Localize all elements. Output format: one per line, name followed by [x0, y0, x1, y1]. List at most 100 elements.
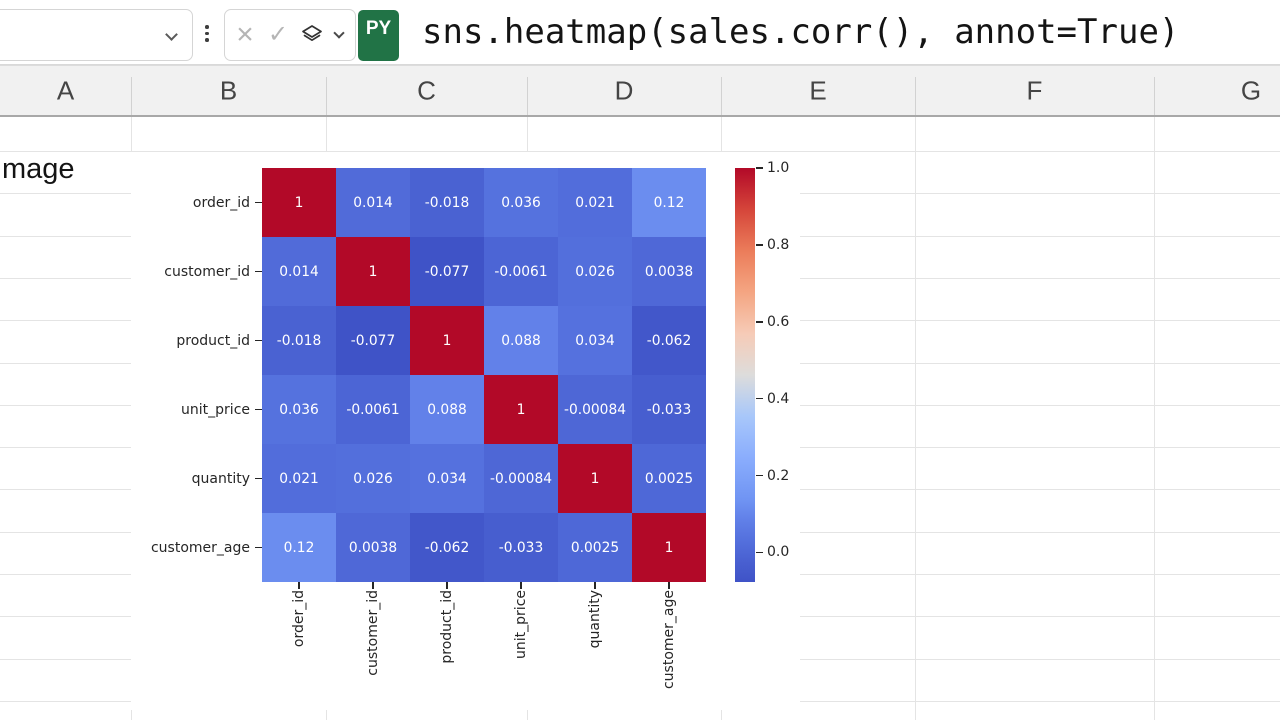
colorbar-tick-mark — [756, 321, 763, 323]
x-tick-mark — [520, 582, 522, 589]
x-tick-label: product_id — [439, 590, 455, 664]
y-tick-label: customer_id — [164, 263, 250, 280]
layers-icon[interactable] — [300, 23, 324, 47]
colorbar-tick-label: 0.0 — [767, 544, 790, 561]
column-header-separator — [326, 77, 327, 115]
heatmap-cell: -0.033 — [484, 513, 558, 582]
x-tick-mark — [594, 582, 596, 589]
column-header-separator — [131, 77, 132, 115]
heatmap-cell: -0.00084 — [558, 375, 632, 444]
heatmap-cell: 0.12 — [262, 513, 336, 582]
x-tick-label: order_id — [291, 590, 307, 648]
heatmap-cell: 1 — [410, 306, 484, 375]
colorbar-tick-mark — [756, 397, 763, 400]
y-tick-label: product_id — [176, 332, 250, 349]
confirm-button[interactable]: ✓ — [267, 21, 289, 48]
cancel-button[interactable]: × — [236, 18, 254, 51]
column-header-d[interactable]: D — [614, 75, 634, 105]
heatmap-cell: 0.088 — [484, 306, 558, 375]
heatmap-cell: 0.0025 — [632, 444, 706, 513]
name-box[interactable] — [0, 9, 193, 61]
column-header-b[interactable]: B — [219, 75, 238, 105]
heatmap-figure-image[interactable]: 1 0.014 -0.018 0.036 0.021 0.12 0.014 1 -0.077 -0… — [131, 152, 800, 710]
heatmap-cell: 0.036 — [484, 168, 558, 237]
heatmap-cell: 1 — [632, 513, 706, 582]
formula-input[interactable]: sns.heatmap(sales.corr(), annot=True) — [422, 12, 1180, 52]
colorbar — [735, 168, 755, 582]
column-header-c[interactable]: C — [417, 75, 436, 105]
heatmap-cell: -0.0061 — [336, 375, 410, 444]
column-header-separator — [1154, 77, 1155, 115]
chevron-down-icon[interactable] — [333, 27, 345, 39]
heatmap-cell: 0.034 — [410, 444, 484, 513]
y-tick-label: customer_age — [150, 539, 250, 556]
heatmap-cell: 0.0038 — [336, 513, 410, 582]
heatmap-cell: 0.088 — [410, 375, 484, 444]
y-tick-label: unit_price — [181, 401, 250, 418]
heatmap-cell: -0.033 — [632, 375, 706, 444]
x-tick-label: quantity — [587, 590, 603, 649]
heatmap-cell: -0.062 — [632, 306, 706, 375]
formula-button-group: × ✓ — [224, 9, 356, 61]
python-badge: PY — [358, 10, 399, 61]
heatmap-cell: -0.018 — [410, 168, 484, 237]
y-tick-mark — [255, 546, 262, 549]
x-tick-label: unit_price — [513, 590, 529, 659]
heatmap-cell: 0.0025 — [558, 513, 632, 582]
x-tick-mark — [446, 582, 448, 589]
colorbar-tick-mark — [756, 244, 763, 246]
heatmap-cell: -0.062 — [410, 513, 484, 582]
heatmap-cell: 0.014 — [336, 168, 410, 237]
grid-hline — [0, 151, 1280, 152]
heatmap-cell: 1 — [262, 168, 336, 237]
heatmap-cell: -0.0061 — [484, 237, 558, 306]
heatmap-cell: 0.0038 — [632, 237, 706, 306]
x-tick-label: customer_id — [365, 590, 381, 676]
y-tick-mark — [255, 201, 262, 204]
heatmap-cell: -0.00084 — [484, 444, 558, 513]
column-headers: A B C D E F G — [0, 65, 1280, 117]
y-tick-label: quantity — [191, 470, 250, 487]
heatmap-cell: -0.077 — [410, 237, 484, 306]
x-tick-label: customer_age — [661, 590, 677, 690]
column-header-f[interactable]: F — [1026, 75, 1043, 105]
heatmap-cell: 0.12 — [632, 168, 706, 237]
heatmap-cell: 1 — [558, 444, 632, 513]
heatmap-cell: 0.036 — [262, 375, 336, 444]
colorbar-tick-label: 0.6 — [767, 313, 790, 330]
column-header-separator — [915, 77, 916, 115]
y-tick-mark — [255, 270, 262, 273]
formula-bar: × ✓ PY sns.heatmap(sales.corr(), annot=T… — [0, 0, 1280, 65]
column-header-a[interactable]: A — [56, 75, 75, 105]
colorbar-tick-label: 0.4 — [767, 390, 790, 407]
chevron-down-icon[interactable] — [165, 28, 178, 41]
heatmap-cell: 0.026 — [558, 237, 632, 306]
heatmap-cell: 0.021 — [558, 168, 632, 237]
heatmap-cell: 0.021 — [262, 444, 336, 513]
colorbar-tick-mark — [756, 551, 763, 554]
heatmap-cell: 1 — [484, 375, 558, 444]
column-header-separator — [527, 77, 528, 115]
sheet-grid[interactable]: mage 1 0.014 -0.018 0.036 0.021 0.12 0.014 1 -0.0… — [0, 117, 1280, 720]
cell-text-image: mage — [2, 153, 75, 185]
colorbar-tick-label: 0.8 — [767, 236, 790, 253]
heatmap-cell: 0.034 — [558, 306, 632, 375]
x-tick-mark — [668, 582, 670, 589]
grid-vline — [1154, 117, 1155, 720]
colorbar-tick-label: 1.0 — [767, 160, 790, 176]
heatmap-cell: -0.018 — [262, 306, 336, 375]
colorbar-tick-mark — [756, 167, 763, 169]
heatmap-cell: 0.026 — [336, 444, 410, 513]
heatmap-cell: 0.014 — [262, 237, 336, 306]
x-tick-mark — [298, 582, 300, 589]
x-tick-mark — [372, 582, 374, 589]
colorbar-tick-mark — [756, 474, 763, 477]
more-options-icon[interactable] — [205, 25, 209, 42]
y-tick-mark — [255, 477, 262, 480]
heatmap-cell: 1 — [336, 237, 410, 306]
y-tick-mark — [255, 339, 262, 342]
column-header-g[interactable]: G — [1240, 75, 1262, 105]
grid-vline — [915, 117, 916, 720]
column-header-e[interactable]: E — [809, 75, 827, 105]
